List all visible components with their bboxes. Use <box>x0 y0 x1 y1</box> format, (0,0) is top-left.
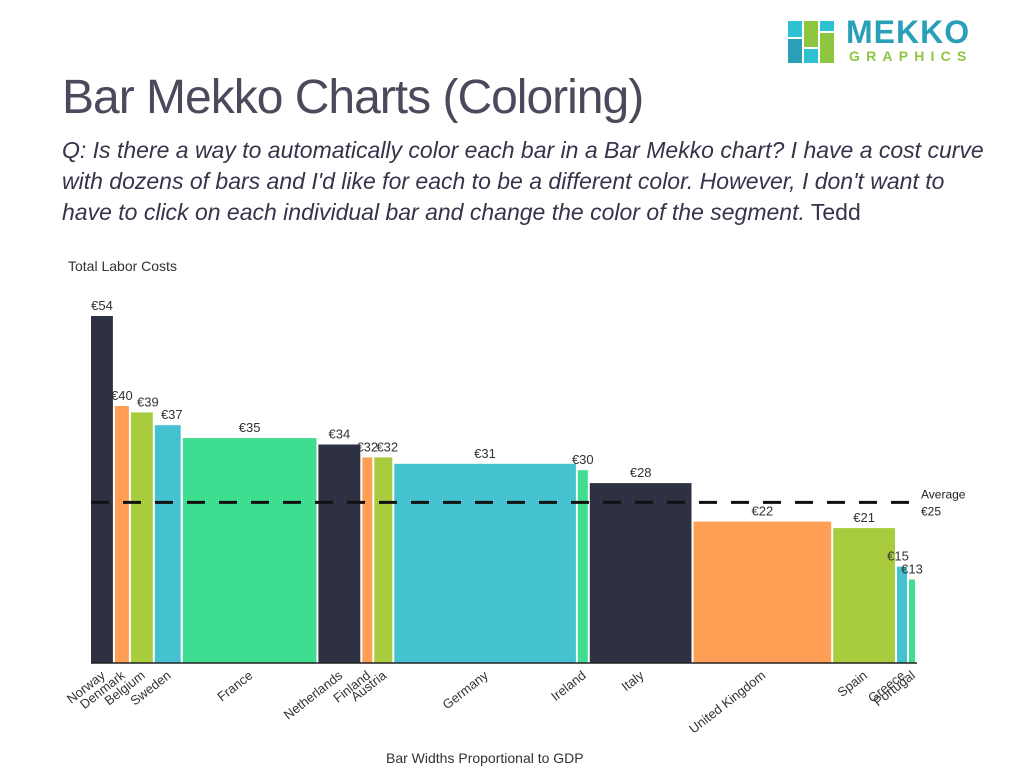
value-label: €40 <box>111 388 133 403</box>
bar-italy <box>589 483 692 663</box>
category-label: Ireland <box>548 668 589 704</box>
bar-netherlands <box>318 444 361 663</box>
mekko-graphics-logo: MEKKO GRAPHICS <box>788 14 1000 66</box>
average-label: Average <box>921 487 966 501</box>
bar-united-kingdom <box>693 521 832 663</box>
bar-norway <box>91 316 113 663</box>
category-label: France <box>214 668 255 705</box>
value-label: €28 <box>630 465 652 480</box>
value-label: €32 <box>356 439 378 454</box>
bar-belgium <box>130 412 153 663</box>
value-label: €31 <box>474 446 496 461</box>
bar-germany <box>394 463 576 663</box>
logo-wordmark: MEKKO <box>846 14 971 50</box>
x-axis-label: Bar Widths Proportional to GDP <box>386 750 584 766</box>
value-label: €15 <box>887 549 909 564</box>
category-label: Spain <box>835 668 870 700</box>
bar-sweden <box>154 425 181 663</box>
category-label: Italy <box>619 667 647 694</box>
page-title: Bar Mekko Charts (Coloring) <box>62 71 644 124</box>
value-label: €21 <box>853 510 875 525</box>
average-value: €25 <box>921 504 941 518</box>
question-text: Q: Is there a way to automatically color… <box>62 135 992 228</box>
question-body: Q: Is there a way to automatically color… <box>62 137 984 225</box>
bar-greece <box>897 566 907 663</box>
value-label: €35 <box>239 420 261 435</box>
bar-france <box>182 438 317 663</box>
logo-subtitle: GRAPHICS <box>849 48 973 64</box>
value-label: €39 <box>137 394 159 409</box>
question-author: Tedd <box>810 199 861 225</box>
logo-mark-icon <box>788 21 834 63</box>
bar-ireland <box>577 470 588 663</box>
chart-title: Total Labor Costs <box>68 258 177 274</box>
value-label: €30 <box>572 452 594 467</box>
bar-austria <box>374 457 393 663</box>
value-label: €37 <box>161 407 183 422</box>
bar-spain <box>833 528 895 663</box>
value-label: €34 <box>329 427 351 442</box>
value-label: €22 <box>752 504 774 519</box>
value-label: €32 <box>376 439 398 454</box>
bar-finland <box>362 457 373 663</box>
bar-portugal <box>909 579 915 663</box>
category-label: Germany <box>439 667 491 712</box>
category-label: United Kingdom <box>686 668 768 737</box>
bar-denmark <box>114 406 129 663</box>
value-label: €13 <box>901 562 923 577</box>
value-label: €54 <box>91 298 113 313</box>
